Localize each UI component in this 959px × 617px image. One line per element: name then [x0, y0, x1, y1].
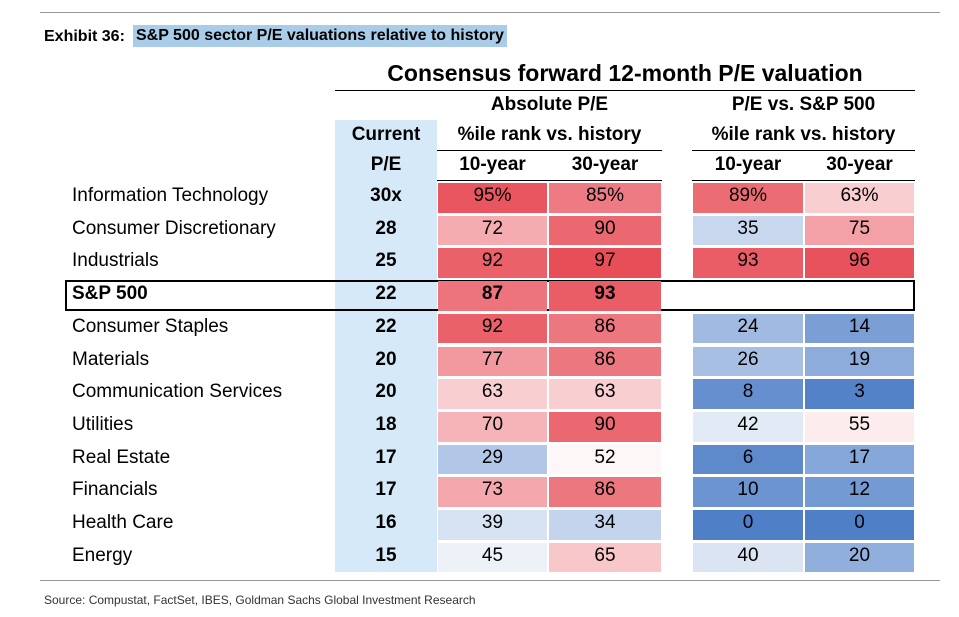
current-pe: 20 [375, 381, 397, 403]
current-header: Current [351, 124, 421, 145]
value-cell: 92 [438, 248, 547, 279]
current-pe: 25 [375, 250, 397, 272]
value-cell: 72 [438, 215, 547, 246]
value-cell: 0 [805, 510, 914, 540]
exhibit-title: S&P 500 sector P/E valuations relative t… [133, 25, 507, 47]
row-label: Utilities [72, 413, 134, 435]
current-pe: 22 [375, 283, 397, 305]
value-cell: 86 [549, 313, 661, 344]
top-rule [40, 12, 940, 13]
group-subtitle: %ile rank vs. history [457, 124, 642, 145]
value-cell: 93 [693, 248, 803, 279]
current-pe: 22 [375, 315, 397, 337]
value-cell: 12 [805, 477, 914, 507]
value-cell: 45 [438, 542, 547, 573]
value-cell: 29 [438, 444, 547, 475]
value-cell: 89% [693, 183, 803, 213]
row-label: Real Estate [72, 446, 171, 468]
value-cell: 92 [438, 313, 547, 344]
value-cell: 86 [549, 346, 661, 377]
value-cell: 63% [805, 183, 914, 213]
value-cell: 6 [693, 444, 803, 475]
row-label: Energy [72, 544, 133, 566]
row-label: Information Technology [72, 185, 269, 206]
value-cell: 65 [549, 542, 661, 573]
current-pe: 17 [375, 479, 397, 501]
value-cell: 26 [693, 346, 803, 377]
value-cell: 34 [549, 510, 661, 540]
value-cell: 75 [805, 215, 914, 246]
row-label: S&P 500 [72, 283, 148, 305]
value-cell: 55 [805, 411, 914, 442]
subtitle-rule [692, 150, 915, 151]
value-cell: 63 [549, 379, 661, 409]
group-title: Absolute P/E [490, 94, 609, 115]
value-cell: 35 [693, 215, 803, 246]
bottom-rule [40, 580, 940, 581]
value-cell: 93 [549, 281, 661, 311]
value-cell: 97 [549, 248, 661, 279]
value-cell: 3 [805, 379, 914, 409]
current-pe-column [335, 120, 437, 572]
exhibit-label: Exhibit 36: [44, 28, 125, 45]
subtitle-rule [437, 150, 662, 151]
value-cell: 8 [693, 379, 803, 409]
value-cell: 14 [805, 313, 914, 344]
value-cell: 24 [693, 313, 803, 344]
value-cell: 77 [438, 346, 547, 377]
value-cell: 52 [549, 444, 661, 475]
column-header: 30-year [571, 154, 639, 175]
row-label: Health Care [72, 512, 174, 533]
current-pe: 15 [375, 544, 397, 566]
current-pe: 17 [375, 446, 397, 468]
group-title: P/E vs. S&P 500 [731, 94, 876, 115]
value-cell: 40 [693, 542, 803, 573]
value-cell: 87 [438, 281, 547, 311]
value-cell: 0 [693, 510, 803, 540]
current-pe: 30x [370, 185, 402, 206]
current-pe: 28 [375, 217, 397, 239]
value-cell: 63 [438, 379, 547, 409]
value-cell: 19 [805, 346, 914, 377]
group-subtitle: %ile rank vs. history [711, 124, 896, 145]
value-cell: 20 [805, 542, 914, 573]
row-label: Communication Services [72, 381, 283, 403]
value-cell: 39 [438, 510, 547, 540]
value-cell: 90 [549, 215, 661, 246]
current-pe: 18 [375, 413, 397, 435]
value-cell: 95% [438, 183, 547, 213]
current-pe: 20 [375, 348, 397, 370]
value-cell: 73 [438, 477, 547, 507]
column-header: 30-year [826, 154, 893, 175]
row-label: Materials [72, 348, 150, 370]
value-cell: 86 [549, 477, 661, 507]
source: Source: Compustat, FactSet, IBES, Goldma… [44, 593, 476, 607]
row-label: Consumer Staples [72, 315, 229, 337]
table-title: Consensus forward 12-month P/E valuation [387, 60, 863, 86]
value-cell: 42 [693, 411, 803, 442]
value-cell: 85% [549, 183, 661, 213]
column-rule [437, 180, 662, 181]
value-cell: 96 [805, 248, 914, 279]
row-label: Industrials [72, 250, 159, 272]
value-cell: 17 [805, 444, 914, 475]
row-label: Financials [72, 479, 158, 501]
value-cell: 10 [693, 477, 803, 507]
column-header: 10-year [459, 154, 526, 175]
column-rule [692, 180, 915, 181]
column-header: 10-year [714, 154, 782, 175]
value-cell: 70 [438, 411, 547, 442]
row-label: Consumer Discretionary [72, 217, 276, 239]
current-header: P/E [370, 154, 402, 175]
title-rule [335, 90, 915, 91]
value-cell: 90 [549, 411, 661, 442]
current-pe: 16 [375, 512, 397, 533]
